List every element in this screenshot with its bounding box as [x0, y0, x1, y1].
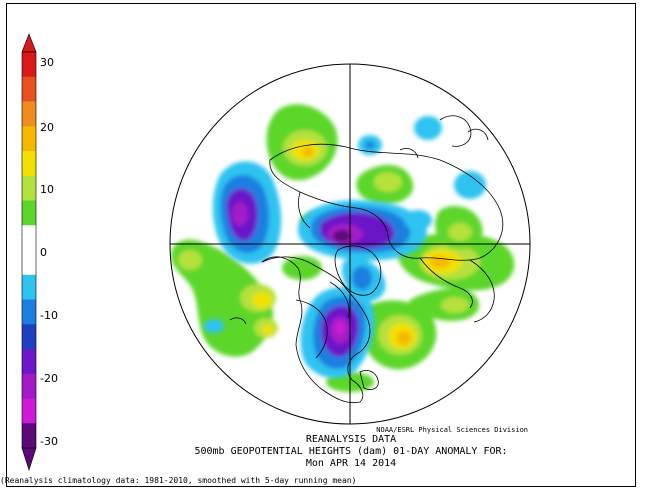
colorbar: 30 20 10 0 -10 -20 -30	[21, 33, 58, 471]
footer-text: (Reanalysis climatology data: 1981-2010,…	[0, 476, 356, 485]
colorbar-tick-label: 20	[40, 121, 54, 134]
credit-text: NOAA/ESRL Physical Sciences Division	[376, 426, 528, 434]
colorbar-swatch	[22, 76, 36, 102]
colorbar-swatch	[22, 200, 36, 226]
colorbar-swatch	[22, 225, 36, 251]
colorbar-tick-label: -10	[40, 309, 58, 322]
colorbar-swatch	[22, 299, 36, 325]
colorbar-tick-label: -20	[40, 372, 58, 385]
colorbar-swatch	[22, 324, 36, 350]
colorbar-swatch	[22, 151, 36, 177]
colorbar-swatch	[22, 250, 36, 276]
colorbar-swatch	[22, 274, 36, 300]
colorbar-swatch	[22, 101, 36, 127]
colorbar-swatch	[22, 373, 36, 399]
title-line-2: 500mb GEOPOTENTIAL HEIGHTS (dam) 01-DAY …	[194, 446, 507, 457]
colorbar-swatch	[22, 423, 36, 449]
colorbar-arrow-bottom	[21, 447, 37, 471]
colorbar-swatch	[22, 126, 36, 152]
map-boundary	[169, 63, 531, 425]
colorbar-swatch	[22, 175, 36, 201]
figure-frame	[6, 3, 636, 487]
colorbar-tick-label: 10	[40, 183, 54, 196]
colorbar-swatch	[22, 349, 36, 375]
colorbar-swatch	[22, 398, 36, 424]
colorbar-swatch	[22, 52, 36, 78]
colorbar-arrow-top	[21, 33, 37, 53]
colorbar-tick-label: -30	[40, 435, 58, 448]
colorbar-outline	[21, 51, 37, 449]
colorbar-tick-label: 30	[40, 56, 54, 69]
title-line-1: REANALYSIS DATA	[306, 434, 396, 445]
colorbar-tick-label: 0	[40, 246, 47, 259]
anomaly-field	[170, 64, 530, 424]
title-line-3: Mon APR 14 2014	[306, 458, 396, 469]
